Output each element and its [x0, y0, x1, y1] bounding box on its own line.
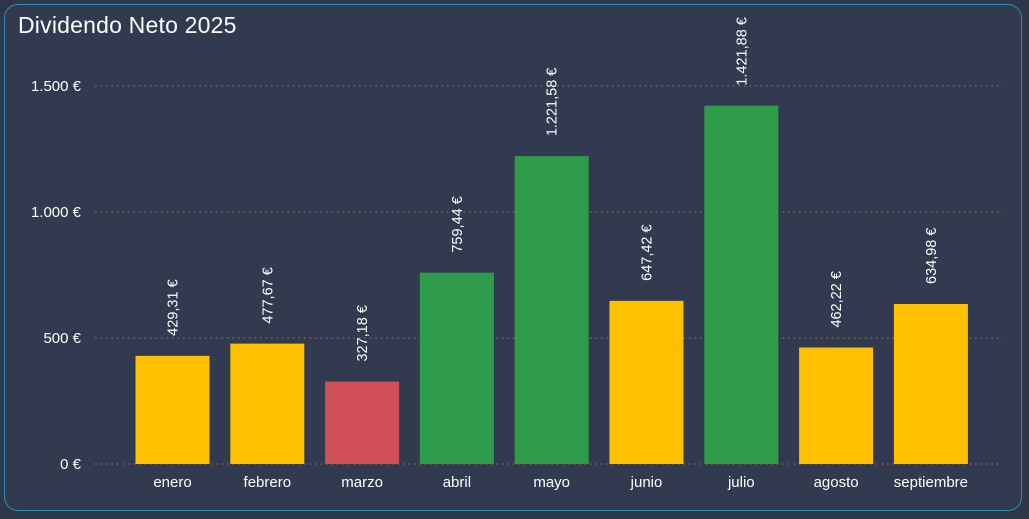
- bar-enero: [135, 355, 210, 464]
- bar-mayo: [514, 156, 589, 464]
- x-tick-label: marzo: [341, 474, 383, 491]
- data-label: 462,22 €: [829, 271, 845, 327]
- chart-title: Dividendo Neto 2025: [18, 12, 237, 38]
- x-tick-label: abril: [443, 474, 471, 491]
- bar-agosto: [799, 347, 874, 464]
- data-label: 759,44 €: [450, 196, 466, 252]
- x-tick-label: junio: [630, 474, 663, 491]
- data-labels: 429,31 € 477,67 € 327,18 € 759,44 € 1.221,58…: [166, 17, 940, 361]
- bar-febrero: [230, 343, 305, 464]
- x-tick-label: agosto: [814, 474, 859, 491]
- data-label: 327,18 €: [355, 305, 371, 361]
- x-tick-label: febrero: [244, 474, 292, 491]
- bar-marzo: [325, 381, 400, 464]
- bars: [135, 105, 968, 464]
- bar-julio: [704, 105, 779, 464]
- x-tick-label: mayo: [533, 474, 570, 491]
- y-tick-label: 0 €: [60, 456, 82, 473]
- bar-septiembre: [893, 303, 968, 464]
- bar-junio: [609, 300, 684, 464]
- data-label: 1.421,88 €: [734, 17, 750, 86]
- data-label: 429,31 €: [166, 279, 182, 335]
- y-tick-label: 1.500 €: [31, 78, 82, 95]
- y-tick-label: 500 €: [43, 330, 81, 347]
- y-axis-ticks: 0 € 500 € 1.000 € 1.500 €: [31, 78, 82, 473]
- x-tick-label: julio: [727, 474, 755, 491]
- x-axis-labels: enero febrero marzo abril mayo junio julio agos…: [153, 474, 968, 491]
- data-label: 647,42 €: [640, 224, 656, 280]
- y-tick-label: 1.000 €: [31, 204, 82, 221]
- x-tick-label: septiembre: [894, 474, 968, 491]
- x-tick-label: enero: [153, 474, 191, 491]
- data-label: 1.221,58 €: [545, 68, 561, 137]
- data-label: 477,67 €: [260, 267, 276, 323]
- bar-abril: [419, 272, 494, 464]
- data-label: 634,98 €: [924, 228, 940, 284]
